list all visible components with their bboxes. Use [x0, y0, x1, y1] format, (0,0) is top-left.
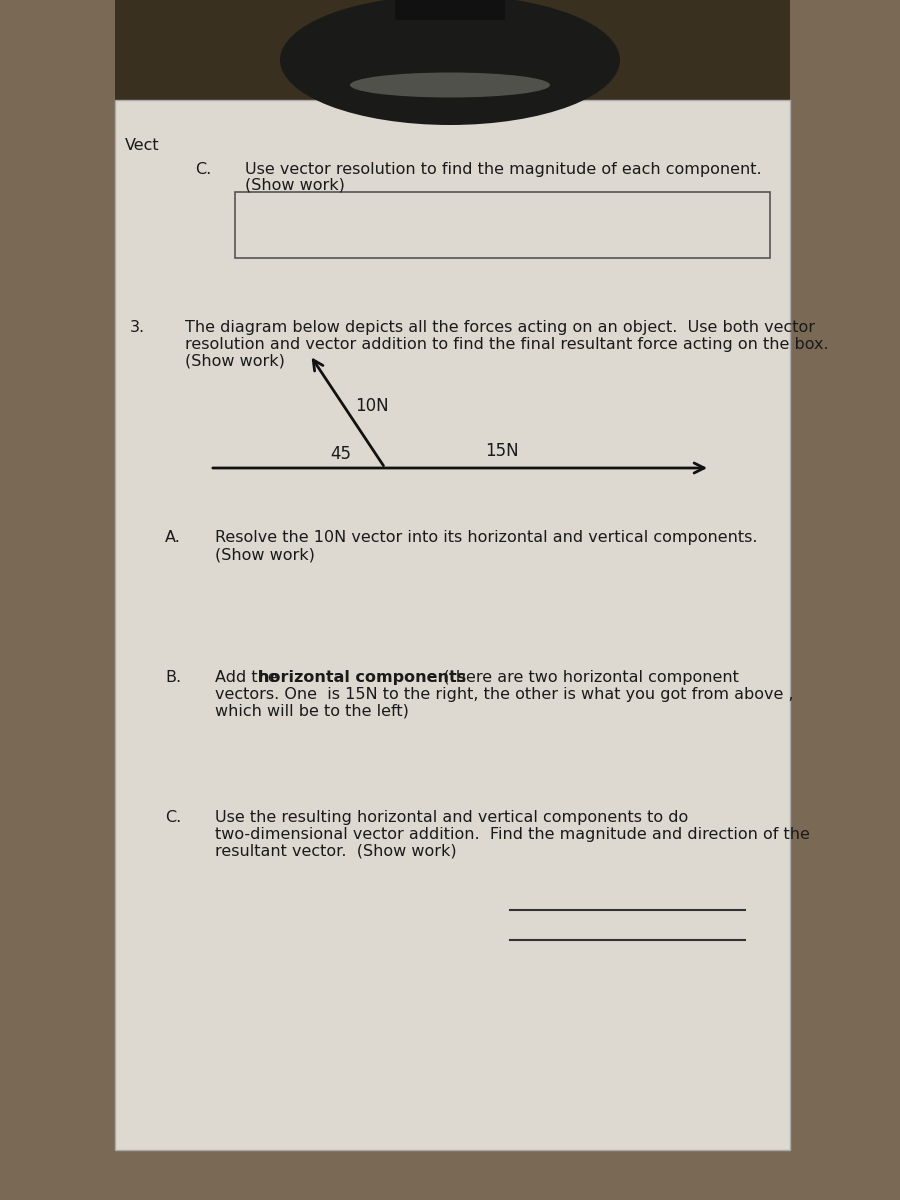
Text: C.: C.: [165, 810, 181, 826]
Bar: [235, 192, 770, 258]
Bar: [0, 1150, 900, 1200]
Text: two-dimensional vector addition.  Find the magnitude and direction of the: two-dimensional vector addition. Find th…: [215, 827, 810, 842]
Text: 10N: 10N: [355, 397, 389, 415]
Text: horizontal components: horizontal components: [258, 670, 466, 685]
Text: 15N: 15N: [485, 442, 518, 460]
Text: resultant vector.  (Show work): resultant vector. (Show work): [215, 844, 456, 859]
Bar: [0, 0, 115, 1200]
Text: vectors. One  is 15N to the right, the other is what you got from above ,: vectors. One is 15N to the right, the ot…: [215, 686, 794, 702]
Text: resolution and vector addition to find the final resultant force acting on the b: resolution and vector addition to find t…: [185, 337, 829, 352]
Text: The diagram below depicts all the forces acting on an object.  Use both vector: The diagram below depicts all the forces…: [185, 320, 815, 335]
Ellipse shape: [350, 72, 550, 97]
Bar: [0, 1150, 900, 1200]
Bar: [395, 0, 505, 20]
Text: which will be to the left): which will be to the left): [215, 704, 409, 719]
Text: (Show work): (Show work): [245, 178, 345, 193]
Bar: [115, 100, 790, 1150]
Text: . (there are two horizontal component: . (there are two horizontal component: [433, 670, 739, 685]
Text: Add the: Add the: [215, 670, 283, 685]
Ellipse shape: [280, 0, 620, 125]
Text: Resolve the 10N vector into its horizontal and vertical components.: Resolve the 10N vector into its horizont…: [215, 530, 758, 545]
Text: A.: A.: [165, 530, 181, 545]
Text: 45: 45: [330, 445, 351, 463]
Text: B.: B.: [165, 670, 181, 685]
Text: C.: C.: [195, 162, 212, 176]
Bar: [0, 0, 900, 160]
Bar: [790, 0, 900, 1200]
Text: 3.: 3.: [130, 320, 145, 335]
Text: Vect: Vect: [125, 138, 159, 152]
Text: Use vector resolution to find the magnitude of each component.: Use vector resolution to find the magnit…: [245, 162, 761, 176]
Text: (Show work): (Show work): [215, 547, 315, 562]
Text: Use the resulting horizontal and vertical components to do: Use the resulting horizontal and vertica…: [215, 810, 688, 826]
Text: (Show work): (Show work): [185, 354, 285, 370]
